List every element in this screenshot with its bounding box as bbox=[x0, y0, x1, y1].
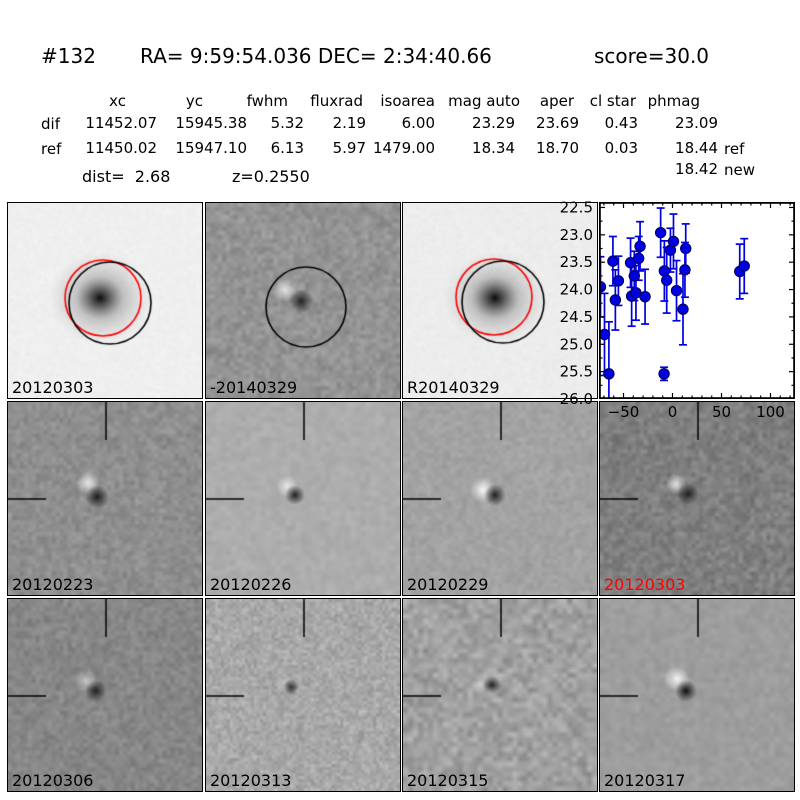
table-cell: 18.44 bbox=[675, 139, 718, 157]
table-cell: 11452.07 bbox=[85, 114, 157, 132]
candidate-score: score=30.0 bbox=[594, 44, 710, 68]
column-header-fwhm: fwhm bbox=[246, 92, 288, 110]
table-cell: 18.34 bbox=[472, 139, 515, 157]
lightcurve-data bbox=[599, 207, 750, 399]
column-header-mag-auto: mag auto bbox=[448, 92, 520, 110]
table-cell: 15945.38 bbox=[175, 114, 247, 132]
table-cell: 23.29 bbox=[472, 114, 515, 132]
cutout-date-label: 20120306 bbox=[12, 771, 94, 790]
column-header-aper: aper bbox=[539, 92, 574, 110]
table-cell: ref bbox=[41, 140, 62, 158]
table-row-new: 18.42 new bbox=[41, 160, 770, 179]
table-cell: 23.09 bbox=[675, 114, 718, 132]
cutout-date-label: 20120303 bbox=[604, 575, 686, 594]
table-row-ref: ref 11450.02 15947.10 6.13 5.97 1479.00 18.34 1… bbox=[41, 139, 770, 158]
table-cell: dif bbox=[41, 115, 60, 133]
svg-text:23.5: 23.5 bbox=[560, 253, 593, 271]
redshift-value: z=0.2550 bbox=[232, 167, 310, 186]
cutout-panel: R20140329 bbox=[402, 202, 598, 399]
svg-text:50: 50 bbox=[712, 403, 731, 421]
cutout-date-label: 20120303 bbox=[12, 378, 94, 397]
axis-tick-labels: −50 0 50 100 22.5 23.0 23.5 24.0 24.5 25.0 25.5 26.… bbox=[560, 198, 785, 421]
cutout-date-label: 20120223 bbox=[12, 575, 94, 594]
cutout-date-label: 20120317 bbox=[604, 771, 686, 790]
table-cell-suffix: ref bbox=[724, 140, 745, 158]
svg-text:23.0: 23.0 bbox=[560, 226, 593, 244]
cutout-image bbox=[8, 203, 202, 398]
column-header-phmag: phmag bbox=[647, 92, 700, 110]
table-cell: 18.70 bbox=[536, 139, 579, 157]
table-cell: 2.19 bbox=[332, 114, 366, 132]
table-cell: 23.69 bbox=[536, 114, 579, 132]
cutout-image bbox=[206, 599, 400, 791]
table-cell: 15947.10 bbox=[175, 139, 247, 157]
cutout-panel: -20140329 bbox=[205, 202, 401, 399]
table-cell: 6.13 bbox=[270, 139, 304, 157]
table-cell: 1479.00 bbox=[372, 139, 435, 157]
cutout-date-label: 20120315 bbox=[407, 771, 489, 790]
cutout-image bbox=[8, 599, 202, 791]
column-header-isoarea: isoarea bbox=[380, 92, 435, 110]
column-header-yc: yc bbox=[185, 92, 203, 110]
table-cell: 5.32 bbox=[270, 114, 304, 132]
cutout-date-label: 20120229 bbox=[407, 575, 489, 594]
svg-text:0: 0 bbox=[668, 403, 678, 421]
cutout-date-label: 20120313 bbox=[210, 771, 292, 790]
cutout-panel: 20120303 bbox=[599, 401, 795, 596]
column-header-xc: xc bbox=[109, 92, 126, 110]
cutout-image bbox=[403, 402, 597, 595]
cutout-panel: 20120306 bbox=[7, 598, 203, 792]
cutout-date-label: -20140329 bbox=[210, 378, 298, 397]
svg-text:24.0: 24.0 bbox=[560, 281, 593, 299]
cutout-image bbox=[8, 402, 202, 595]
table-cell-suffix: new bbox=[724, 161, 756, 179]
table-header-row: xc yc fwhm fluxrad isoarea mag auto aper cl sta… bbox=[41, 92, 700, 111]
svg-text:25.5: 25.5 bbox=[560, 363, 593, 381]
cutout-image bbox=[206, 203, 400, 398]
table-cell: 0.43 bbox=[604, 114, 638, 132]
lightcurve-plot: −50 0 50 100 22.5 23.0 23.5 24.0 24.5 25.0 25.5 26.… bbox=[560, 198, 795, 421]
table-cell: 11450.02 bbox=[85, 139, 157, 157]
cutout-panel: 20120229 bbox=[402, 401, 598, 596]
table-cell: 6.00 bbox=[401, 114, 435, 132]
cutout-image bbox=[403, 599, 597, 791]
svg-text:24.5: 24.5 bbox=[560, 308, 593, 326]
table-cell: 0.03 bbox=[604, 139, 638, 157]
svg-text:25.0: 25.0 bbox=[560, 335, 593, 353]
cutout-date-label: R20140329 bbox=[407, 378, 500, 397]
cutout-image bbox=[403, 203, 597, 398]
cutout-panel: 20120303 bbox=[7, 202, 203, 399]
table-cell: 18.42 bbox=[675, 160, 718, 178]
lightcurve-panel: −50 0 50 100 22.5 23.0 23.5 24.0 24.5 25.0 25.5 26.… bbox=[560, 198, 795, 421]
cutout-image bbox=[600, 402, 794, 595]
cutout-image bbox=[600, 599, 794, 791]
table-row-dif: dif 11452.07 15945.38 5.32 2.19 6.00 23.29 23.6… bbox=[41, 114, 770, 133]
column-header-cl-star: cl star bbox=[589, 92, 636, 110]
dist-value: dist= 2.68 bbox=[82, 167, 171, 186]
cutout-image bbox=[206, 402, 400, 595]
candidate-coords: RA= 9:59:54.036 DEC= 2:34:40.66 bbox=[140, 44, 492, 68]
cutout-date-label: 20120226 bbox=[210, 575, 292, 594]
cutout-panel: 20120226 bbox=[205, 401, 401, 596]
cutout-panel: 20120315 bbox=[402, 598, 598, 792]
svg-text:−50: −50 bbox=[608, 403, 640, 421]
table-cell: 5.97 bbox=[332, 139, 366, 157]
svg-text:26.0: 26.0 bbox=[560, 390, 593, 408]
column-header-fluxrad: fluxrad bbox=[310, 92, 363, 110]
cutout-panel: 20120313 bbox=[205, 598, 401, 792]
svg-text:100: 100 bbox=[756, 403, 785, 421]
candidate-id: #132 bbox=[41, 44, 96, 68]
svg-text:22.5: 22.5 bbox=[560, 198, 593, 216]
cutout-panel: 20120317 bbox=[599, 598, 795, 792]
cutout-panel: 20120223 bbox=[7, 401, 203, 596]
